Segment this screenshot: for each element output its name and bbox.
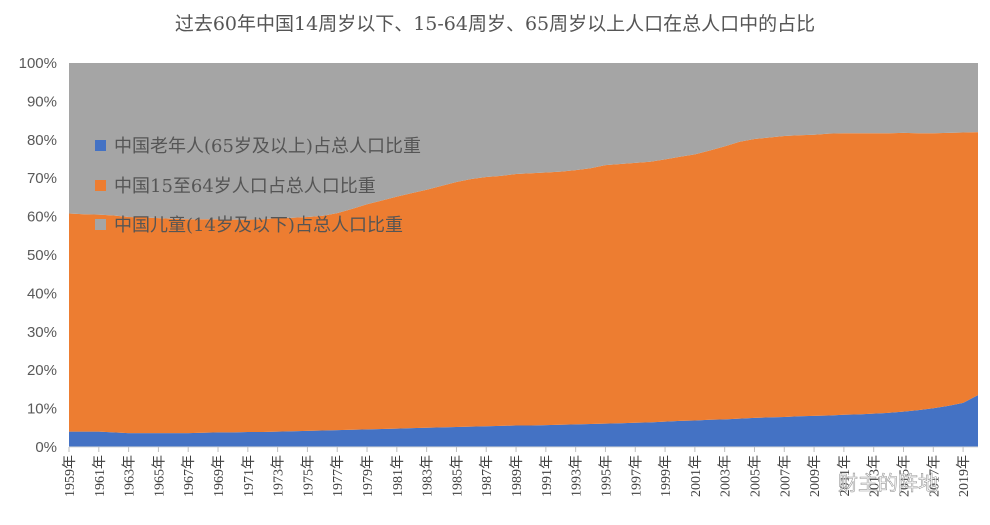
y-tick-label: 40%	[27, 285, 57, 302]
y-tick-label: 100%	[19, 55, 57, 72]
watermark-text: 财主的阵地	[838, 471, 938, 495]
legend-swatch	[95, 140, 106, 151]
x-tick-label: 1969年	[211, 455, 227, 497]
x-tick-label: 1983年	[420, 455, 436, 497]
x-tick-label: 1967年	[181, 455, 197, 497]
x-tick-label: 1965年	[151, 455, 167, 497]
x-tick-label: 2015年	[897, 455, 913, 497]
y-tick-label: 0%	[35, 439, 57, 456]
legend-swatch	[95, 219, 106, 230]
x-tick-label: 2011年	[837, 455, 853, 496]
x-tick-label: 2007年	[777, 455, 793, 497]
x-tick-label: 1991年	[539, 455, 555, 497]
x-tick-label: 1971年	[241, 455, 257, 497]
y-tick-label: 70%	[27, 170, 57, 187]
legend: 中国老年人(65岁及以上)占总人口比重中国15至64岁人口占总人口比重中国儿童(…	[95, 136, 421, 236]
y-tick-label: 90%	[27, 93, 57, 110]
x-tick-label: 1963年	[122, 455, 138, 497]
x-tick-label: 1959年	[62, 455, 78, 497]
chart-title: 过去60年中国14周岁以下、15-64周岁、65周岁以上人口在总人口中的占比	[175, 13, 815, 35]
legend-label: 中国15至64岁人口占总人口比重	[114, 176, 376, 197]
x-tick-label: 1985年	[449, 455, 465, 497]
x-tick-label: 1997年	[628, 455, 644, 497]
x-tick-label: 1961年	[92, 455, 108, 497]
x-tick-label: 1975年	[300, 455, 316, 497]
legend-label: 中国儿童(14岁及以下)占总人口比重	[114, 215, 403, 236]
x-tick-label: 2019年	[956, 455, 972, 497]
x-tick-label: 1993年	[569, 455, 585, 497]
x-tick-label: 2017年	[926, 455, 942, 497]
x-tick-label: 2001年	[688, 455, 704, 497]
y-tick-label: 30%	[27, 324, 57, 341]
y-axis: 0% 10% 20% 30% 40% 50% 60% 70% 80% 90% 100%	[19, 55, 57, 456]
legend-label: 中国老年人(65岁及以上)占总人口比重	[114, 136, 421, 157]
y-tick-label: 10%	[27, 401, 57, 418]
area-series-group	[69, 63, 978, 447]
y-tick-label: 20%	[27, 362, 57, 379]
x-tick-label: 1995年	[599, 455, 615, 497]
x-tick-label: 2005年	[748, 455, 764, 497]
x-tick-label: 1981年	[390, 455, 406, 497]
x-tick-label: 1987年	[479, 455, 495, 497]
area-series-1	[69, 395, 978, 447]
x-tick-label: 1977年	[330, 455, 346, 497]
x-tick-label: 1989年	[509, 455, 525, 497]
area-series-3	[69, 63, 978, 220]
x-tick-label: 1979年	[360, 455, 376, 497]
x-tick-label: 1999年	[658, 455, 674, 497]
legend-swatch	[95, 180, 106, 191]
x-tick-label: 2009年	[807, 455, 823, 497]
x-tick-label: 2003年	[718, 455, 734, 497]
x-tick-label: 1973年	[271, 455, 287, 497]
y-tick-label: 80%	[27, 132, 57, 149]
area-series-2	[69, 132, 978, 434]
y-tick-label: 60%	[27, 209, 57, 226]
x-tick-label: 2013年	[867, 455, 883, 497]
x-axis: 1959年 1961年 1963年 1965年 1967年 1969年 1971年 1973年…	[62, 446, 978, 497]
y-tick-label: 50%	[27, 247, 57, 264]
